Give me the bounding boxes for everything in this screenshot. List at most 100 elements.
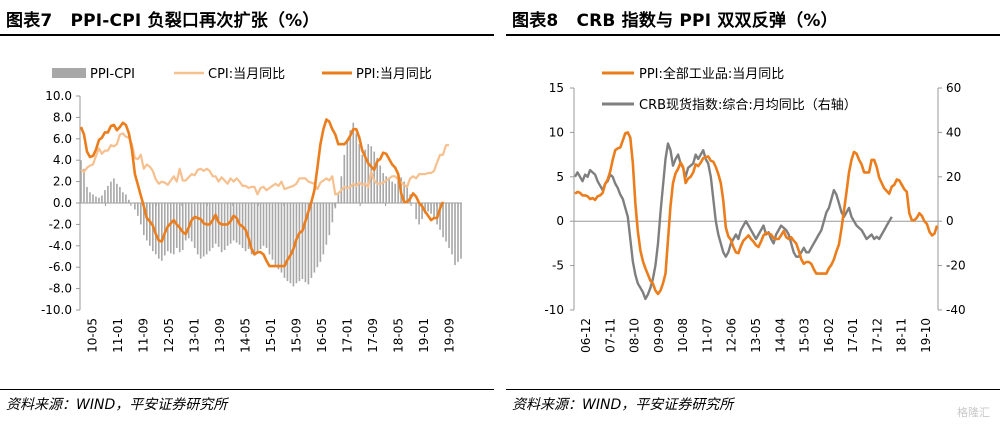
- x-tick-label: 19-10: [919, 318, 933, 353]
- bar-ppi-cpi: [454, 203, 456, 266]
- bar-ppi-cpi: [208, 203, 211, 252]
- y2-tick-label: 20: [946, 170, 961, 184]
- bar-ppi-cpi: [92, 194, 94, 203]
- bar-ppi-cpi: [80, 160, 82, 203]
- bar-ppi-cpi: [415, 203, 417, 220]
- source-rule: [0, 389, 494, 390]
- bar-ppi-cpi: [424, 203, 426, 214]
- bar-ppi-cpi: [460, 203, 462, 259]
- bar-ppi-cpi: [382, 173, 385, 203]
- bar-ppi-cpi: [184, 203, 187, 241]
- bar-ppi-cpi: [451, 203, 453, 255]
- y2-tick-label: 40: [946, 125, 961, 139]
- bar-ppi-cpi: [137, 203, 139, 216]
- line-cpi: [80, 132, 449, 196]
- bar-ppi-cpi: [430, 203, 432, 214]
- x-tick-label: 12-06: [725, 318, 739, 353]
- bar-ppi-cpi: [334, 203, 337, 209]
- bar-ppi-cpi: [376, 158, 379, 203]
- x-tick-label: 13-09: [213, 318, 227, 353]
- x-tick-label: 14-05: [239, 318, 253, 353]
- bar-ppi-cpi: [304, 203, 307, 283]
- line-crb: [573, 142, 893, 301]
- bar-ppi-cpi: [325, 203, 328, 245]
- bar-ppi-cpi: [205, 203, 208, 255]
- bar-ppi-cpi: [214, 203, 217, 244]
- bar-ppi-cpi: [316, 203, 319, 268]
- bar-ppi-cpi: [217, 203, 220, 247]
- x-tick-label: 15-03: [798, 318, 812, 353]
- bar-ppi-cpi: [110, 181, 112, 203]
- line-ppi: [79, 118, 445, 268]
- source-rule: [506, 389, 1000, 390]
- x-tick-label: 17-12: [870, 318, 884, 353]
- bar-ppi-cpi: [445, 203, 447, 242]
- x-tick-label: 09-09: [652, 318, 666, 353]
- bar-ppi-cpi: [148, 203, 151, 246]
- bar-ppi-cpi: [244, 203, 247, 252]
- bar-ppi-cpi: [211, 203, 214, 248]
- legend-label-ppi: PPI:当月同比: [356, 67, 432, 82]
- y2-tick-label: -20: [946, 259, 966, 273]
- bar-ppi-cpi: [331, 203, 334, 223]
- bar-ppi-cpi: [116, 183, 118, 203]
- x-tick-label: 16-05: [315, 318, 329, 353]
- bar-ppi-cpi: [253, 203, 256, 256]
- bar-ppi-cpi: [289, 203, 292, 284]
- bar-ppi-cpi: [385, 176, 388, 203]
- bar-ppi-cpi: [286, 203, 289, 282]
- y-tick-label: -5: [552, 259, 564, 273]
- bar-ppi-cpi: [280, 203, 283, 273]
- source-note: 资料来源：WIND，平安证券研究所: [512, 397, 734, 413]
- y-tick-label: -4.0: [49, 239, 72, 253]
- bar-ppi-cpi: [394, 183, 396, 203]
- bar-ppi-cpi: [442, 203, 444, 238]
- bar-ppi-cpi: [181, 203, 184, 251]
- bar-ppi-cpi: [352, 122, 355, 203]
- x-tick-label: 18-05: [391, 318, 405, 353]
- x-tick-label: 19-01: [417, 318, 431, 353]
- bar-ppi-cpi: [388, 179, 391, 203]
- bar-ppi-cpi: [119, 186, 121, 203]
- x-tick-label: 11-07: [700, 318, 714, 353]
- bar-ppi-cpi: [301, 203, 304, 279]
- bar-ppi-cpi: [259, 203, 262, 250]
- bar-ppi-cpi: [343, 154, 346, 203]
- x-tick-label: 08-10: [628, 318, 642, 353]
- x-tick-label: 17-09: [366, 318, 380, 353]
- bar-ppi-cpi: [146, 203, 148, 241]
- crb-ppi-chart: 15 10 5 0 -5 -10 60 40 20 0 -20 -40 06-12 07-11 08-10 0…: [544, 66, 966, 353]
- bar-ppi-cpi: [427, 203, 429, 212]
- y-tick-label: -10.0: [41, 303, 72, 317]
- bar-ppi-cpi: [271, 203, 274, 260]
- title-rule: [506, 34, 1000, 36]
- source-note: 资料来源：WIND，平安证券研究所: [6, 397, 228, 413]
- x-tick-label: 13-05: [749, 318, 763, 353]
- x-tick-label: 14-04: [773, 318, 787, 353]
- x-tick-label: 06-12: [579, 318, 593, 353]
- bar-ppi-cpi: [367, 144, 370, 203]
- bar-ppi-cpi: [283, 203, 286, 278]
- bar-ppi-cpi: [193, 203, 196, 248]
- figure-number: 图表8: [512, 11, 559, 31]
- bar-ppi-cpi: [436, 203, 438, 225]
- bar-ppi-cpi: [355, 133, 358, 203]
- x-tick-label: 17-01: [846, 318, 860, 353]
- bar-ppi-cpi: [421, 203, 423, 220]
- y-tick-label: 8.0: [53, 110, 72, 124]
- x-tick-label: 15-01: [264, 318, 278, 353]
- bar-ppi-cpi: [322, 203, 325, 255]
- y-tick-label: 0: [556, 214, 564, 228]
- bar-ppi-cpi: [250, 203, 253, 255]
- bar-ppi-cpi: [128, 199, 130, 203]
- bar-ppi-cpi: [95, 196, 97, 203]
- x-tick-label: 16-02: [822, 318, 836, 353]
- bar-ppi-cpi: [187, 203, 190, 239]
- bar-ppi-cpi: [101, 195, 103, 203]
- x-tick-label: 19-09: [442, 318, 456, 353]
- bar-ppi-cpi: [122, 192, 124, 203]
- bar-ppi-cpi: [199, 203, 202, 259]
- figure-7-panel: 图表7 PPI-CPI 负裂口再次扩张（%） 10.0 8.0 6.0 4.0 2.0 0.…: [0, 0, 494, 426]
- y2-tick-label: 0: [946, 214, 954, 228]
- watermark: 格隆汇: [957, 406, 990, 419]
